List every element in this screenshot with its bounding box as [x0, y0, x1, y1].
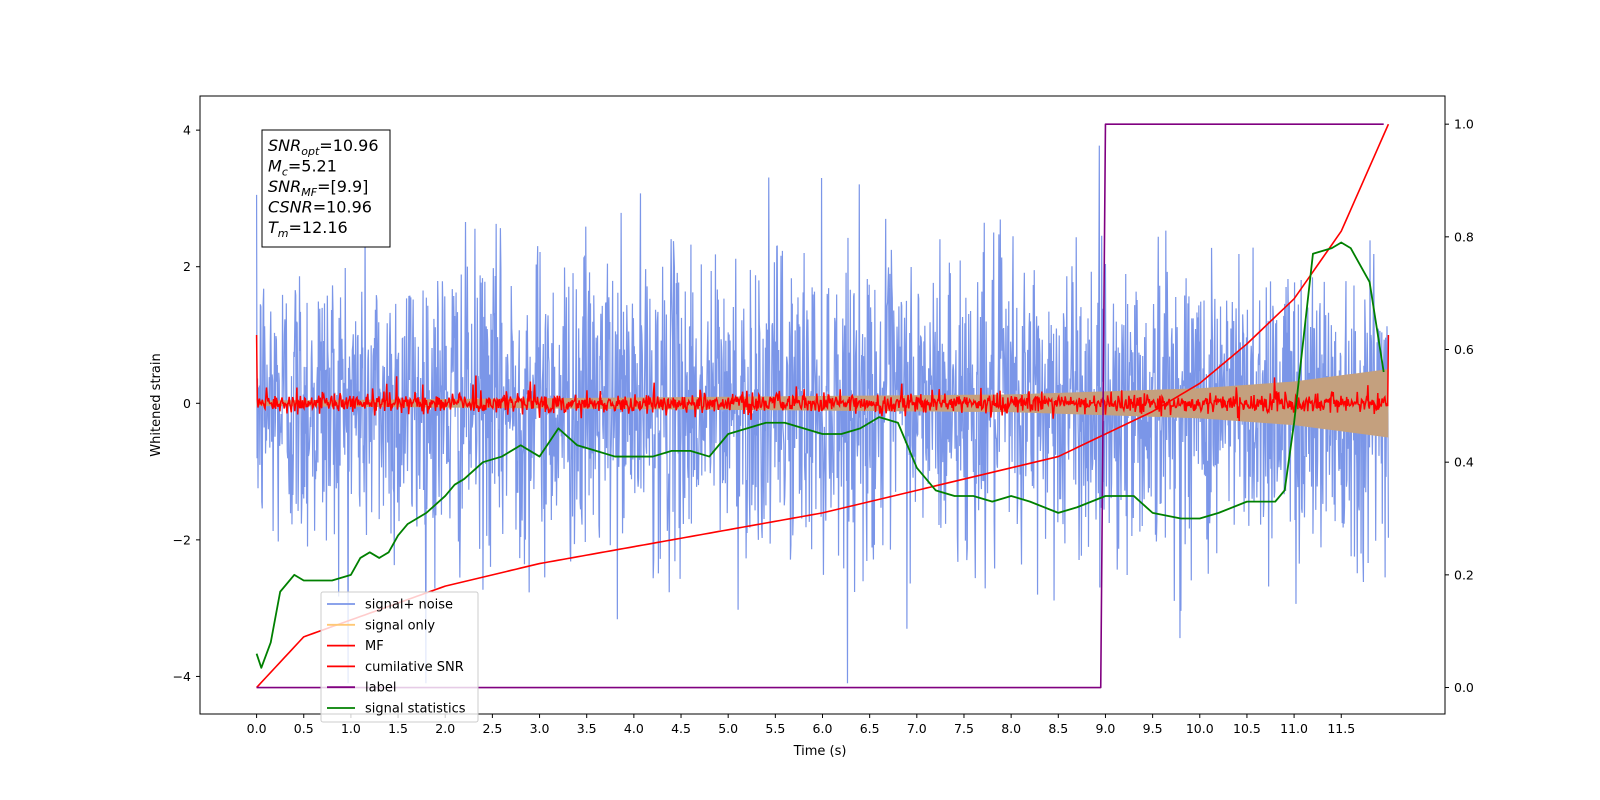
y-axis-left: −4 −2 0 2 4	[173, 123, 200, 684]
x-tick-label: 8.5	[1048, 721, 1068, 736]
x-tick-label: 1.0	[341, 721, 361, 736]
annotation-line: Mc=5.21	[268, 157, 337, 179]
x-tick-label: 2.0	[435, 721, 455, 736]
series-label	[256, 123, 1384, 689]
x-axis: 0.0 0.5 1.0 1.5 2.0 2.5 3.0 3.5 4.0 4.5 5.0 5.5 6.0 6…	[247, 714, 1355, 736]
annotation-frame	[261, 129, 391, 248]
y-tick-label: −2	[173, 532, 191, 547]
legend-label: MF	[365, 639, 384, 654]
x-tick-label: 4.0	[624, 721, 644, 736]
x-tick-label: 11.0	[1280, 721, 1308, 736]
x-tick-label: 11.5	[1327, 721, 1355, 736]
x-tick-label: 4.5	[671, 721, 691, 736]
legend-label: signal statistics	[365, 702, 466, 717]
x-tick-label: 1.5	[388, 721, 408, 736]
y-right-tick-label: 0.0	[1454, 680, 1474, 695]
legend-label: signal only	[365, 618, 435, 633]
legend-label: label	[365, 681, 396, 696]
legend-frame	[320, 591, 479, 723]
plot-area	[255, 123, 1390, 689]
legend: signal+ noise signal only MF cumilative SNR…	[320, 591, 479, 723]
x-tick-label: 9.5	[1143, 721, 1163, 736]
x-tick-label: 5.5	[765, 721, 785, 736]
x-tick-label: 8.0	[1001, 721, 1021, 736]
series-signal-only	[256, 369, 1389, 438]
y-tick-label: 0	[183, 396, 191, 411]
annotation-line: Tm=12.16	[268, 218, 348, 240]
annotation-box: SNRopt=10.96Mc=5.21SNRMF=[9.9]CSNR=10.96…	[261, 129, 391, 248]
x-tick-label: 6.5	[860, 721, 880, 736]
y-right-tick-label: 0.8	[1454, 229, 1474, 244]
annotation-line: SNRMF=[9.9]	[268, 177, 368, 199]
y-right-tick-label: 0.4	[1454, 455, 1474, 470]
y-tick-label: 4	[183, 123, 191, 138]
annotation-line: CSNR=10.96	[268, 198, 372, 217]
x-tick-label: 6.0	[813, 721, 833, 736]
x-tick-label: 3.5	[577, 721, 597, 736]
y-tick-label: 2	[183, 259, 191, 274]
x-tick-label: 2.5	[482, 721, 502, 736]
y-right-tick-label: 0.6	[1454, 342, 1474, 357]
x-tick-label: 10.0	[1186, 721, 1214, 736]
y-axis-right: 0.0 0.2 0.4 0.6 0.8 1.0	[1445, 117, 1474, 695]
series-cumulative-snr	[256, 123, 1390, 689]
x-tick-label: 0.0	[247, 721, 267, 736]
annotation-line: SNRopt=10.96	[268, 136, 379, 158]
x-tick-label: 7.0	[907, 721, 927, 736]
y-tick-label: −4	[173, 669, 191, 684]
x-tick-label: 7.5	[954, 721, 974, 736]
x-axis-label: Time (s)	[793, 744, 847, 759]
series-mf	[255, 335, 1390, 421]
x-tick-label: 5.0	[718, 721, 738, 736]
x-tick-label: 3.0	[530, 721, 550, 736]
legend-label: signal+ noise	[365, 598, 453, 613]
x-tick-label: 0.5	[294, 721, 314, 736]
x-tick-label: 10.5	[1233, 721, 1261, 736]
legend-label: cumilative SNR	[365, 660, 464, 675]
x-tick-label: 9.0	[1096, 721, 1116, 736]
y-axis-label: Whitened strain	[149, 353, 164, 456]
series-signal-statistics	[255, 241, 1385, 669]
y-right-tick-label: 0.2	[1454, 567, 1474, 582]
y-right-tick-label: 1.0	[1454, 117, 1474, 132]
series-signal-noise	[255, 145, 1390, 684]
